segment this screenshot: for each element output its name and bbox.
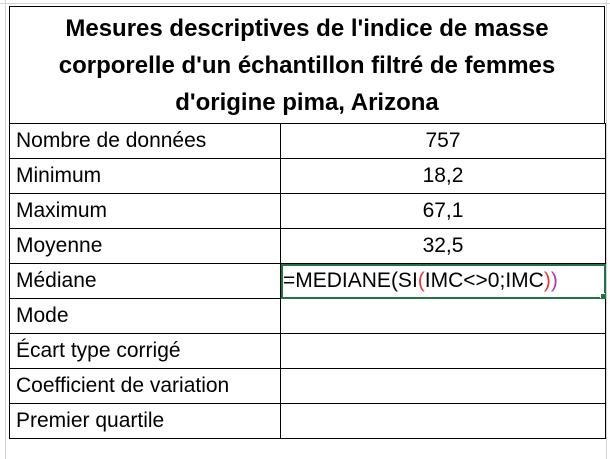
row-label-maximum[interactable]: Maximum <box>9 193 281 229</box>
row-label-mean[interactable]: Moyenne <box>9 228 281 264</box>
formula-edit-cell[interactable]: =MEDIANE(SI(IMC<>0;IMC)) <box>280 263 606 299</box>
formula-prefix: =MEDIANE(SI <box>283 269 418 292</box>
row-label-first-quartile[interactable]: Premier quartile <box>9 403 281 439</box>
formula-final-paren: ) <box>550 269 558 292</box>
row-label-median[interactable]: Médiane <box>9 263 281 299</box>
gridline <box>0 3 610 4</box>
table-row: Mode <box>9 298 606 334</box>
table-row: Moyenne 32,5 <box>9 228 606 264</box>
table-row: Nombre de données 757 <box>9 123 606 159</box>
row-value-count[interactable]: 757 <box>280 123 606 159</box>
row-label-coefficient-variation[interactable]: Coefficient de variation <box>9 368 281 404</box>
table-row: Médiane =MEDIANE(SI(IMC<>0;IMC)) <box>9 263 606 299</box>
row-value-mean[interactable]: 32,5 <box>280 228 606 264</box>
formula-open-paren: ( <box>417 269 425 292</box>
row-value-mode[interactable] <box>280 298 606 334</box>
row-label-count[interactable]: Nombre de données <box>9 123 281 159</box>
table-row: Coefficient de variation <box>9 368 606 404</box>
formula-close-paren: ) <box>543 269 551 292</box>
fill-handle[interactable] <box>600 293 605 298</box>
gridline <box>5 0 6 459</box>
row-label-minimum[interactable]: Minimum <box>9 158 281 194</box>
table-row: Premier quartile <box>9 403 606 439</box>
stats-table: Nombre de données 757 Minimum 18,2 Maxim… <box>9 123 606 439</box>
gridline <box>606 0 607 459</box>
table-row: Maximum 67,1 <box>9 193 606 229</box>
table-row: Minimum 18,2 <box>9 158 606 194</box>
row-value-maximum[interactable]: 67,1 <box>280 193 606 229</box>
row-label-mode[interactable]: Mode <box>9 298 281 334</box>
row-value-minimum[interactable]: 18,2 <box>280 158 606 194</box>
row-value-coefficient-variation[interactable] <box>280 368 606 404</box>
row-value-first-quartile[interactable] <box>280 403 606 439</box>
formula-condition: IMC<>0;IMC <box>424 269 544 292</box>
row-label-std-dev[interactable]: Écart type corrigé <box>9 333 281 369</box>
row-value-std-dev[interactable] <box>280 333 606 369</box>
table-row: Écart type corrigé <box>9 333 606 369</box>
table-title: Mesures descriptives de l'indice de mass… <box>58 14 556 116</box>
title-cell[interactable]: Mesures descriptives de l'indice de mass… <box>9 6 605 124</box>
